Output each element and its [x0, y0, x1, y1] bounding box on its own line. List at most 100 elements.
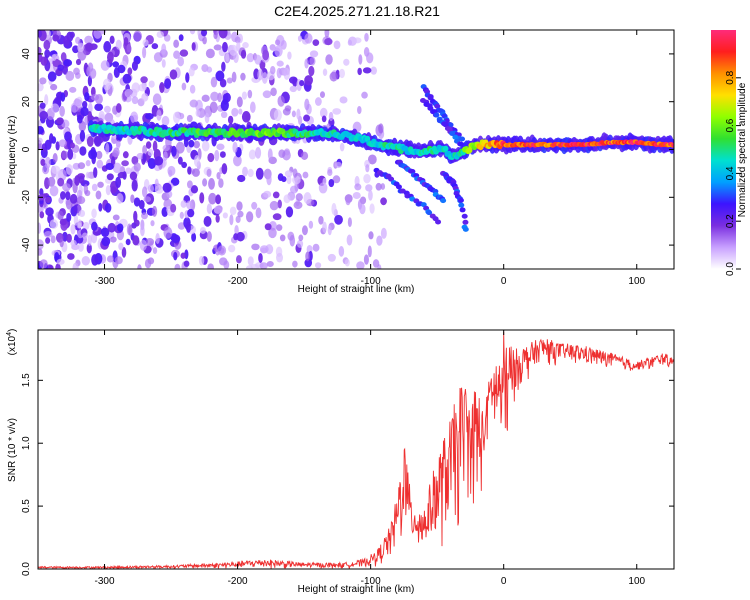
- spectrogram-noise-blob: [70, 224, 76, 235]
- spectrogram-noise-blob: [81, 255, 91, 266]
- spectrogram-noise-blob: [101, 236, 111, 247]
- spectrogram-noise-blob: [39, 77, 47, 85]
- spectrogram-noise-blob: [193, 154, 200, 167]
- spectrogram-branch-point: [447, 122, 454, 128]
- spectrogram-noise-blob: [215, 194, 222, 205]
- spectrogram-noise-blob: [38, 248, 43, 256]
- spectrogram-noise-blob: [328, 111, 334, 122]
- spectrogram-noise-blob: [39, 211, 45, 219]
- spectrogram-noise-blob: [139, 239, 147, 251]
- spectrogram-noise-blob: [238, 108, 243, 115]
- spectrogram-noise-blob: [357, 105, 362, 115]
- spectrogram-noise-blob: [145, 238, 155, 246]
- spectrogram-noise-blob: [59, 238, 64, 248]
- spectrogram-noise-blob: [276, 252, 284, 263]
- spectrogram-noise-blob: [130, 194, 135, 204]
- spectrogram-noise-blob: [263, 190, 272, 198]
- spectrogram-noise-blob: [147, 158, 156, 170]
- spectrogram-noise-blob: [266, 173, 272, 186]
- snr-x-tick-label: 0: [501, 576, 507, 587]
- spectrogram-noise-blob: [159, 81, 165, 94]
- spectrogram-noise-blob: [154, 178, 159, 190]
- spectrogram-noise-blob: [276, 67, 282, 79]
- spectrogram-noise-blob: [276, 60, 284, 67]
- spectrogram-noise-blob: [248, 149, 257, 160]
- spectrogram-noise-blob: [51, 54, 57, 62]
- spectrogram-noise-blob: [75, 58, 82, 66]
- spectrogram-noise-blob: [321, 115, 327, 123]
- spectrogram-noise-blob: [208, 192, 217, 205]
- spectrogram-noise-blob: [231, 107, 239, 117]
- snr-x-tick-label: -100: [361, 576, 381, 587]
- spectrogram-noise-blob: [177, 56, 185, 67]
- spectrogram-noise-blob: [206, 168, 212, 178]
- spectrogram-noise-blob: [339, 142, 345, 152]
- spectrogram-noise-blob: [144, 258, 152, 269]
- spectrogram-noise-blob: [57, 210, 64, 221]
- spectrogram-noise-blob: [214, 149, 220, 162]
- spectrogram-noise-blob: [117, 64, 126, 74]
- spectrogram-noise-blob: [155, 233, 160, 244]
- spectrogram-noise-blob: [45, 196, 51, 203]
- spectrogram-noise-blob: [148, 80, 155, 88]
- spectrogram-noise-blob: [210, 76, 218, 88]
- spectrogram-noise-blob: [332, 108, 342, 115]
- spectrogram-noise-blob: [297, 35, 303, 42]
- spectrogram-noise-blob: [289, 234, 296, 247]
- spectrogram-noise-blob: [142, 145, 148, 156]
- spectrogram-noise-blob: [319, 107, 328, 119]
- spectrogram-noise-blob: [235, 255, 242, 264]
- snr-x-tick-label: 100: [628, 576, 645, 587]
- spectrogram-noise-blob: [329, 71, 338, 82]
- spectrogram-noise-blob: [364, 32, 369, 42]
- snr-x-tick-label: -300: [95, 576, 115, 587]
- spectrogram-noise-blob: [280, 40, 287, 50]
- spectrogram-noise-blob: [302, 171, 309, 179]
- spectrogram-noise-blob: [322, 177, 327, 186]
- spectrogram-noise-blob: [227, 115, 234, 124]
- spectrogram-noise-blob: [105, 185, 111, 196]
- spectrogram-noise-blob: [331, 203, 337, 215]
- spectrogram-noise: [38, 30, 387, 269]
- spectrogram-noise-blob: [147, 148, 154, 157]
- spectrogram-noise-blob: [308, 65, 315, 77]
- spectrogram-noise-blob: [284, 148, 290, 156]
- spectrogram-noise-blob: [198, 255, 205, 266]
- spectrogram-branch-point: [442, 122, 449, 128]
- spectrogram-noise-blob: [49, 185, 59, 197]
- spectrogram-branch-point: [462, 226, 469, 232]
- spectrogram-noise-blob: [272, 191, 280, 199]
- snr-y-tick-label: 0.0: [21, 562, 32, 576]
- spectrogram-noise-blob: [163, 226, 173, 239]
- spectrogram-noise-blob: [150, 220, 155, 227]
- spectrogram-noise-blob: [375, 182, 382, 191]
- spectrogram-noise-blob: [60, 92, 66, 102]
- spectrogram-noise-blob: [115, 103, 122, 113]
- spectrogram-noise-blob: [131, 82, 141, 94]
- spectrogram-noise-blob: [109, 35, 115, 44]
- spectrogram-noise-blob: [213, 31, 218, 40]
- spectrogram-noise-blob: [380, 227, 387, 239]
- spectrogram-noise-blob: [187, 166, 192, 175]
- spectrogram-noise-blob: [69, 193, 78, 204]
- spectrogram-noise-blob: [110, 186, 117, 194]
- spectrogram-noise-blob: [209, 101, 218, 114]
- chart-title: C2E4.2025.271.21.18.R21: [274, 3, 440, 19]
- spectrogram-noise-blob: [106, 255, 114, 263]
- spectrogram-y-tick-label: -20: [21, 190, 32, 205]
- spectrogram-noise-blob: [38, 82, 44, 92]
- spectrogram-noise-blob: [60, 191, 66, 200]
- spectrogram-noise-blob: [247, 168, 254, 178]
- spectrogram-noise-blob: [88, 149, 98, 160]
- spectrogram-noise-blob: [254, 54, 262, 65]
- spectrogram-x-tick-label: -200: [228, 276, 248, 287]
- spectrogram-noise-blob: [324, 30, 330, 38]
- spectrogram-noise-blob: [246, 53, 255, 63]
- spectrogram-noise-blob: [181, 82, 187, 91]
- spectrogram-noise-blob: [77, 42, 85, 53]
- spectrogram-noise-blob: [202, 36, 207, 45]
- spectrogram-noise-blob: [296, 108, 301, 120]
- spectrogram-noise-blob: [328, 178, 335, 188]
- spectrogram-noise-blob: [218, 178, 224, 189]
- spectrogram-noise-blob: [186, 180, 193, 189]
